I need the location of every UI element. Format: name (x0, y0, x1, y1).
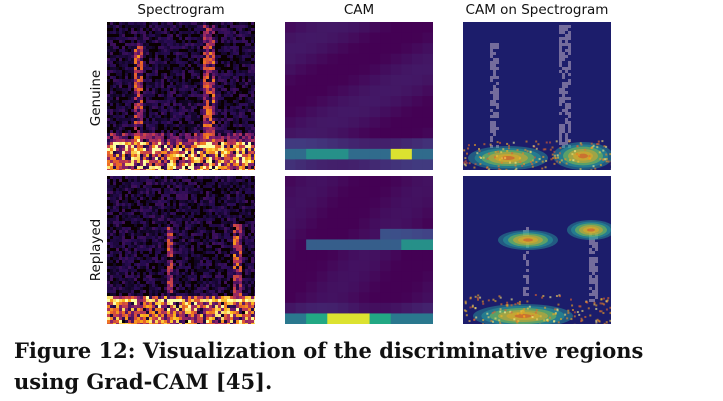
genuine-cam-heatmap (285, 22, 433, 170)
panel-genuine-spectrogram (107, 22, 255, 170)
column-title-spectrogram: Spectrogram (137, 2, 225, 18)
panel-replayed-spectrogram (107, 176, 255, 324)
figure-caption: Figure 12: Visualization of the discrimi… (14, 338, 644, 394)
panel-replayed-cam (285, 176, 433, 324)
replayed-cam-overlay-image (463, 176, 611, 324)
panel-genuine-cam (285, 22, 433, 170)
panel-genuine-overlay (463, 22, 611, 170)
row-label-genuine: Genuine (88, 69, 104, 127)
replayed-cam-heatmap (285, 176, 433, 324)
column-title-cam: CAM (343, 2, 375, 18)
row-label-replayed: Replayed (88, 218, 104, 282)
replayed-spectrogram-image (107, 176, 255, 324)
panel-replayed-overlay (463, 176, 611, 324)
column-title-cam-on-spectrogram: CAM on Spectrogram (465, 2, 609, 18)
genuine-spectrogram-image (107, 22, 255, 170)
genuine-cam-overlay-image (463, 22, 611, 170)
